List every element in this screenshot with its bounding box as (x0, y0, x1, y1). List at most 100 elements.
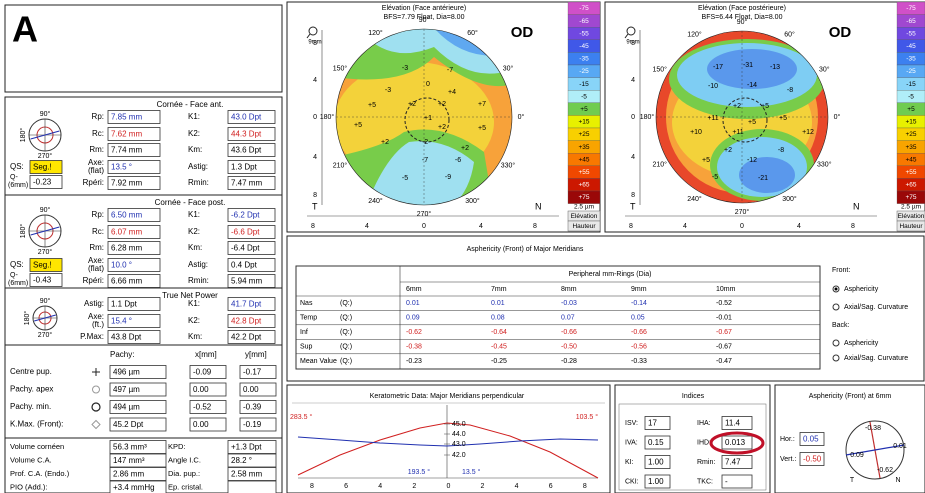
label: (flat) (88, 166, 104, 175)
cell: -0.62 (406, 329, 422, 336)
value: 147 mm³ (113, 456, 145, 465)
panel (614, 384, 771, 493)
map-value: +5 (761, 103, 769, 110)
map-value: +11 (732, 129, 743, 136)
scale-label: +65 (578, 182, 589, 189)
scale-label: -75 (579, 5, 589, 12)
label: Volume C.A. (10, 455, 52, 464)
scale-label: -25 (579, 68, 589, 75)
value-box (107, 258, 161, 272)
value-box (644, 455, 671, 469)
label: OD (511, 24, 534, 41)
value: -0.23 (33, 178, 52, 187)
value: -6.6 Dpt (231, 228, 260, 237)
label: Dia. pup.: (168, 469, 200, 478)
map-value: -3 (385, 87, 391, 94)
panel-label: A (12, 9, 38, 50)
panel (4, 437, 283, 493)
axis-tick: 4 (631, 77, 635, 84)
value: 6.07 mm (111, 228, 142, 237)
radio-button[interactable] (832, 354, 840, 362)
value: 44.3 Dpt (231, 130, 262, 139)
map-value: -5 (402, 175, 408, 182)
label: Indices (682, 393, 705, 400)
zoom-icon (306, 33, 311, 39)
degree-label: 330° (817, 160, 832, 168)
degree-label: 30° (819, 65, 830, 73)
value-box (721, 416, 753, 430)
scale-label: +45 (905, 156, 916, 163)
value: 5.94 mm (231, 277, 262, 286)
radio-dot (834, 287, 838, 291)
zoom-icon (308, 26, 318, 36)
value: 15.4 ° (111, 317, 132, 326)
map-value: -9 (445, 174, 451, 181)
cell: -0.47 (716, 358, 732, 365)
map-value: -6 (455, 157, 461, 164)
cell: 0.07 (561, 314, 575, 321)
degree-label: 90° (737, 18, 748, 26)
label: 44.0 (452, 431, 466, 438)
value: 7.47 (725, 458, 741, 467)
label: K2: (188, 227, 200, 236)
value-box (107, 208, 161, 222)
value: -0.09 (193, 368, 212, 377)
cell: 0.09 (406, 314, 420, 321)
cell: -0.33 (631, 358, 647, 365)
value-box (189, 365, 227, 379)
label: Rc: (92, 227, 104, 236)
label-panel (4, 4, 283, 93)
label: (ft.) (92, 320, 104, 329)
axis-tick: 8 (629, 223, 633, 230)
label: Rmin: (188, 276, 209, 285)
map-value: -7 (422, 157, 428, 164)
cell: -0.56 (631, 343, 647, 350)
value: 0.00 (193, 385, 209, 394)
cell: -0.50 (561, 343, 577, 350)
cell: 0.05 (631, 314, 645, 321)
value-box (109, 467, 167, 481)
scale-label: +75 (905, 194, 916, 201)
value-box (239, 417, 277, 432)
value-box (227, 241, 276, 255)
label: 6mm (406, 286, 422, 293)
label: 90° (40, 110, 51, 118)
label: T (850, 477, 855, 484)
value: 43.8 Dpt (111, 333, 142, 342)
value: -0.50 (803, 455, 822, 464)
label: 2.5 µm (574, 204, 594, 211)
value-box (109, 417, 167, 432)
meridian-curve (297, 422, 599, 479)
radio-button[interactable] (832, 339, 840, 347)
scale-label: -15 (906, 81, 916, 88)
value: 0.00 (193, 420, 209, 429)
label: KI: (625, 459, 634, 466)
value: 41.7 Dpt (231, 300, 262, 309)
degree-label: 0° (834, 113, 841, 121)
label: Hauteur (572, 223, 596, 230)
value-box (29, 273, 63, 287)
cell: -0.28 (561, 358, 577, 365)
axis-tick: 4 (797, 223, 801, 230)
label: Asphericity (844, 340, 879, 347)
label: 9mm (308, 40, 321, 46)
axis-tick: 4 (313, 154, 317, 161)
label: IHD: (697, 439, 711, 446)
icon-meridian (34, 314, 56, 322)
map-value: +5 (354, 122, 362, 129)
value: 0.013 (725, 438, 746, 447)
map-value: -17 (713, 64, 723, 71)
label: BFS=7.79 Float, Dia=8.00 (384, 14, 465, 21)
value-box (107, 314, 161, 328)
degree-label: 240° (368, 197, 383, 205)
scale-label: -5 (581, 93, 587, 100)
label: 270° (38, 248, 53, 256)
map-value: +5 (748, 119, 756, 126)
value-box (107, 330, 161, 344)
value-box (644, 474, 671, 489)
radio-button[interactable] (832, 303, 840, 311)
axis-tick: 8 (310, 483, 314, 490)
value: 7.85 mm (111, 113, 142, 122)
scale-label: -25 (906, 68, 916, 75)
label: Angle I.C. (168, 455, 201, 464)
